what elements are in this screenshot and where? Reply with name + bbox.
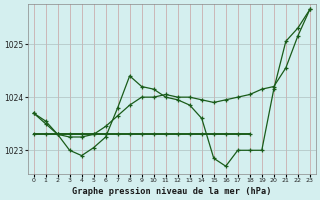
X-axis label: Graphe pression niveau de la mer (hPa): Graphe pression niveau de la mer (hPa) xyxy=(72,187,271,196)
